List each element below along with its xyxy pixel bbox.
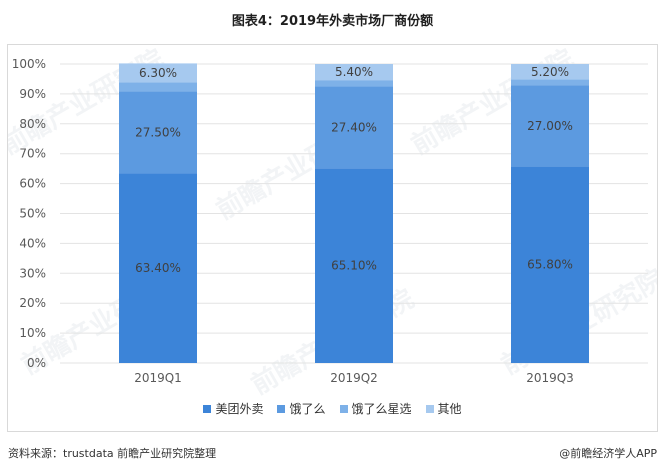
bar-segment — [119, 82, 197, 92]
y-tick-label: 20% — [19, 296, 46, 310]
bar-segment — [315, 80, 393, 87]
bar-segment — [315, 168, 393, 363]
y-tick-label: 80% — [19, 117, 46, 131]
legend-item: 其他 — [425, 400, 462, 417]
data-labels: 63.40% 27.50% 6.30% 65.10% 27.40% 5.40% 65.80%… — [135, 65, 573, 275]
bar-segment — [511, 64, 589, 80]
legend: 美团外卖 饿了么 饿了么星选 其他 — [0, 400, 665, 417]
legend-label: 美团外卖 — [215, 402, 264, 416]
legend-item: 饿了么 — [277, 400, 326, 417]
bars — [119, 63, 589, 363]
x-tick-label: 2019Q2 — [330, 371, 378, 385]
y-tick-label: 60% — [19, 177, 46, 191]
chart-title: 图表4：2019年外卖市场厂商份额 — [231, 14, 434, 29]
x-tick-label: 2019Q1 — [134, 371, 182, 385]
y-tick-label: 0% — [27, 356, 46, 370]
legend-label: 饿了么星选 — [351, 402, 412, 416]
chart-plot: 前瞻产业研究院前瞻产业研究院前瞻产业研究院前瞻产业研究院前瞻产业研究院前瞻产业研… — [8, 45, 657, 401]
bar-segment — [511, 79, 589, 86]
x-axis-ticks: 2019Q1 2019Q2 2019Q3 — [134, 371, 574, 385]
y-tick-label: 100% — [12, 57, 46, 71]
y-axis-ticks: 0% 10% 20% 30% 40% 50% 60% 70% 80% 90% 100% — [12, 57, 46, 370]
data-label: 27.40% — [331, 120, 377, 134]
bar-segment — [315, 64, 393, 81]
x-tick-label: 2019Q3 — [526, 371, 574, 385]
chart-frame: 前瞻产业研究院前瞻产业研究院前瞻产业研究院前瞻产业研究院前瞻产业研究院前瞻产业研… — [7, 44, 658, 432]
data-label: 6.30% — [139, 66, 177, 80]
bar-segment — [119, 63, 197, 83]
y-tick-label: 30% — [19, 266, 46, 280]
legend-label: 饿了么 — [289, 402, 326, 416]
y-tick-label: 90% — [19, 87, 46, 101]
legend-swatch — [339, 404, 348, 413]
data-label: 65.10% — [331, 259, 377, 273]
legend-label: 其他 — [437, 402, 462, 416]
source-note: 资料来源：trustdata 前瞻产业研究院整理 — [8, 447, 217, 460]
bar-segment — [315, 86, 393, 169]
bar-segment — [511, 85, 589, 167]
bar-segment — [511, 166, 589, 363]
y-tick-label: 40% — [19, 236, 46, 250]
legend-swatch — [203, 404, 212, 413]
data-label: 27.00% — [527, 119, 573, 133]
y-tick-label: 10% — [19, 326, 46, 340]
y-tick-label: 50% — [19, 207, 46, 221]
data-label: 27.50% — [135, 125, 181, 139]
legend-swatch — [277, 404, 286, 413]
data-label: 5.40% — [335, 65, 373, 79]
bar-segment — [119, 91, 197, 174]
bar-segment — [119, 173, 197, 363]
data-label: 5.20% — [531, 65, 569, 79]
brand-credit: @前瞻经济学人APP — [559, 447, 657, 460]
data-label: 65.80% — [527, 258, 573, 272]
legend-swatch — [425, 404, 434, 413]
legend-item: 美团外卖 — [203, 400, 263, 417]
data-label: 63.40% — [135, 261, 181, 275]
y-tick-label: 70% — [19, 147, 46, 161]
legend-item: 饿了么星选 — [339, 400, 412, 417]
